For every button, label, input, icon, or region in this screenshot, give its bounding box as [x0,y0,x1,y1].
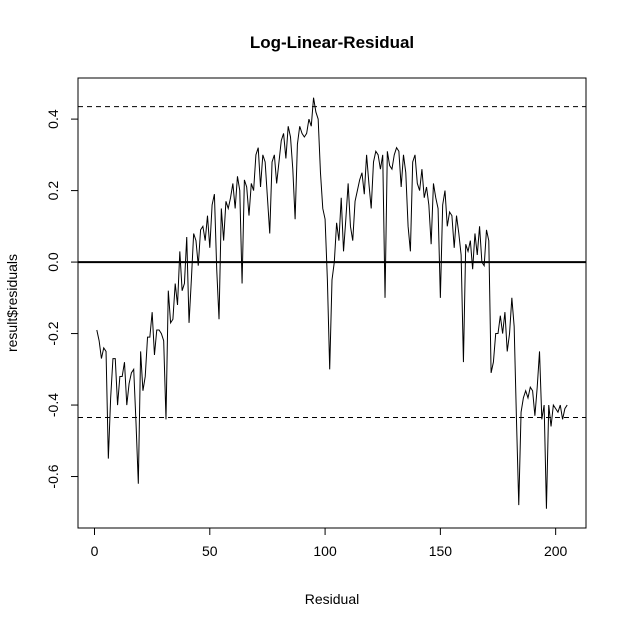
chart-title: Log-Linear-Residual [250,33,414,52]
y-tick-label: -0.2 [45,321,61,345]
data-line [96,97,568,509]
y-axis-label: result$residuals [4,254,20,352]
y-tick-label: 0.0 [45,252,61,272]
x-tick-label: 100 [313,543,337,559]
y-tick-label: -0.6 [45,464,61,488]
y-tick-label: 0.2 [45,181,61,201]
x-tick-label: 150 [429,543,453,559]
y-tick-label: -0.4 [45,393,61,417]
plot-box [77,77,587,529]
x-tick-label: 0 [91,543,99,559]
x-tick-label: 50 [202,543,218,559]
y-tick-label: 0.4 [45,109,61,129]
x-axis-label: Residual [305,591,359,607]
x-tick-label: 200 [544,543,568,559]
